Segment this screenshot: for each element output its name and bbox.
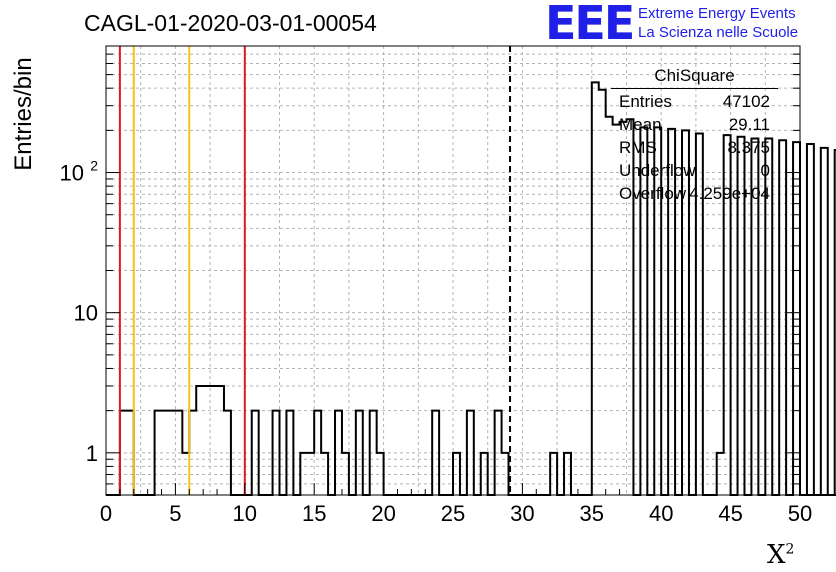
stats-box: ChiSquare Entries 47102 Mean 29.11 RMS 8.37… <box>611 66 778 204</box>
x-tick-label: 15 <box>302 501 326 526</box>
y-tick-label: 10 <box>60 161 84 186</box>
stats-value: 8.375 <box>727 138 770 157</box>
stats-row-underflow: Underflow 0 <box>611 158 778 181</box>
x-tick-label: 20 <box>371 501 395 526</box>
stats-key: Mean <box>619 115 662 134</box>
logo-text: Extreme Energy Events La Scienza nelle S… <box>638 4 798 42</box>
y-tick-label: 10 <box>74 301 98 326</box>
x-tick-label: 25 <box>441 501 465 526</box>
y-axis-label: Entries/bin <box>10 57 37 171</box>
logo-line2: La Scienza nelle Scuole <box>638 24 799 41</box>
x-tick-label: 10 <box>233 501 257 526</box>
x-tick-label: 45 <box>718 501 742 526</box>
stats-value: 29.11 <box>728 115 770 134</box>
logo-line1: Extreme Energy Events <box>638 5 796 22</box>
stats-title: ChiSquare <box>611 66 778 89</box>
histogram-line <box>106 81 836 496</box>
y-tick-label-superscript: 2 <box>90 158 98 174</box>
x-tick-label: 0 <box>100 501 112 526</box>
x-tick-label: 50 <box>788 501 812 526</box>
stats-key: Entries <box>619 92 672 111</box>
stats-key: Overflow <box>619 184 687 203</box>
x-axis-label-base: X <box>767 540 786 570</box>
x-axis-label: X2 <box>767 540 794 570</box>
y-tick-label: 1 <box>86 441 98 466</box>
eee-logo: EEE <box>545 0 635 50</box>
stats-row-overflow: Overflow 4.259e+04 <box>611 181 778 204</box>
stats-value: 0 <box>760 161 770 180</box>
x-tick-label: 30 <box>510 501 534 526</box>
stats-row-entries: Entries 47102 <box>611 89 778 112</box>
x-tick-label: 40 <box>649 501 673 526</box>
stats-row-mean: Mean 29.11 <box>611 112 778 135</box>
chart-title: CAGL-01-2020-03-01-00054 <box>84 10 377 36</box>
x-tick-label: 35 <box>580 501 604 526</box>
x-tick-label: 5 <box>169 501 181 526</box>
stats-key: Underflow <box>619 161 696 180</box>
stats-row-rms: RMS 8.375 <box>611 135 778 158</box>
stats-value: 47102 <box>722 92 770 111</box>
stats-key: RMS <box>619 138 657 157</box>
x-axis-label-superscript: 2 <box>785 541 795 558</box>
stats-value: 4.259e+04 <box>689 184 770 203</box>
